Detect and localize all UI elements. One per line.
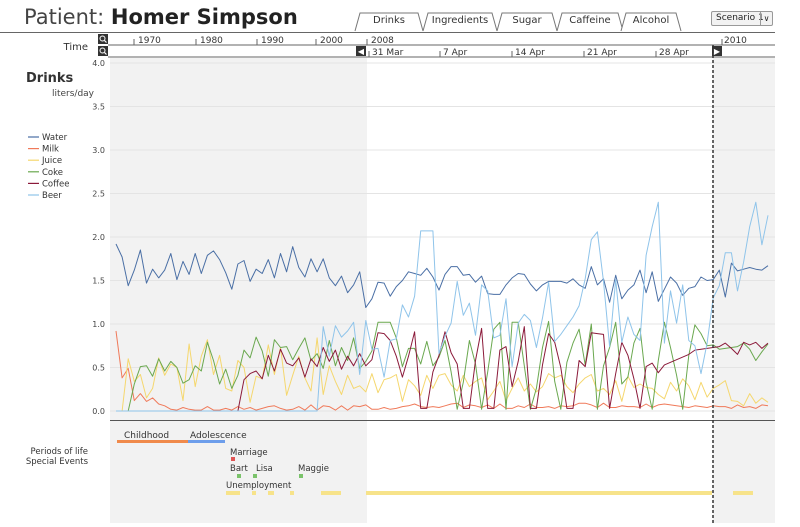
adolescence-bar[interactable]: [188, 440, 225, 443]
lisa-marker[interactable]: [253, 474, 257, 478]
y-tick-label: 4.0: [92, 59, 105, 68]
overview-tick-label: 2000: [320, 36, 343, 46]
overview-tick-label: 1980: [200, 36, 223, 46]
patient-name: Homer Simpson: [110, 5, 298, 29]
magnifier-icon: [99, 35, 106, 42]
unemployment-bar[interactable]: [268, 491, 274, 495]
series-lines: [115, 201, 769, 412]
overview-ticks: 1970 1980 1990 2000 2008 2010: [133, 36, 747, 46]
magnifier-handle-2: [104, 52, 107, 55]
events: Periods of life Special Events Childhood…: [26, 431, 753, 495]
detail-ticks: 31 Mar 7 Apr 14 Apr 21 Apr 28 Apr: [368, 48, 689, 58]
tab-sugar[interactable]: Sugar: [496, 12, 558, 32]
legend-entry: Juice: [41, 156, 62, 166]
left-arrow-icon: ◀: [358, 47, 365, 56]
detail-tick-label: 28 Apr: [659, 48, 689, 58]
chevron-down-icon[interactable]: ∨: [760, 12, 772, 25]
legend-entry: Coffee: [42, 179, 69, 189]
legend-entry: Milk: [42, 145, 59, 155]
adolescence-label: Adolescence: [190, 431, 247, 441]
overview-tick-label: 2008: [371, 36, 394, 46]
legend-entry: Beer: [42, 191, 62, 201]
right-arrow-icon: ▶: [714, 47, 721, 56]
scenario-value: Scenario 1: [716, 13, 764, 23]
tab-sugar-label: Sugar: [512, 15, 542, 26]
maggie-marker[interactable]: [299, 474, 303, 478]
tab-ingredients-label: Ingredients: [431, 15, 489, 26]
tab-caffeine[interactable]: Caffeine: [556, 12, 624, 32]
unemployment-bars[interactable]: [226, 491, 753, 495]
magnifier-icon-2: [99, 47, 106, 54]
y-tick-label: 1.5: [92, 277, 105, 286]
y-tick-label: 2.5: [92, 190, 105, 199]
detail-tick-label: 21 Apr: [587, 48, 617, 58]
timeline: Time 1970 1980 1990 2000 2008 2010 31 Mar 7 Ap…: [63, 34, 775, 58]
patient-title: Patient: Homer Simpson: [24, 5, 298, 29]
periods-label: Periods of life: [31, 447, 88, 457]
series-line-beer[interactable]: [116, 201, 769, 412]
y-tick-label: 2.0: [92, 233, 105, 242]
y-axis-label: liters/day: [52, 89, 95, 99]
bart-label: Bart: [230, 464, 249, 474]
lisa-label: Lisa: [256, 464, 273, 474]
magnifier-handle: [104, 40, 107, 43]
childhood-label: Childhood: [124, 431, 169, 441]
chart-title: Drinks: [26, 71, 74, 86]
special-events-label: Special Events: [26, 457, 89, 467]
bart-marker[interactable]: [237, 474, 241, 478]
scroll-left-button[interactable]: [356, 46, 366, 56]
tab-caffeine-label: Caffeine: [569, 15, 611, 26]
tab-drinks[interactable]: Drinks: [354, 12, 424, 32]
overview-tick-label: 2010: [724, 36, 747, 46]
header: Patient: Homer Simpson Drinks Ingredient…: [0, 0, 800, 32]
tab-alcohol[interactable]: Alcohol: [620, 12, 682, 32]
patient-prefix: Patient:: [24, 5, 105, 29]
zoom-detail-icon[interactable]: [98, 46, 108, 56]
detail-tick-label: 7 Apr: [443, 48, 467, 58]
scroll-right-button[interactable]: [712, 46, 722, 56]
series-line-coke[interactable]: [116, 320, 769, 412]
overview-left-background: [110, 58, 367, 523]
series-line-water[interactable]: [115, 243, 769, 308]
maggie-label: Maggie: [298, 464, 329, 474]
y-tick-label: 0.5: [92, 364, 105, 373]
y-tick-label: 1.0: [92, 320, 105, 329]
overview-tick-label: 1970: [138, 36, 161, 46]
series-line-milk[interactable]: [115, 330, 769, 411]
tab-ingredients[interactable]: Ingredients: [422, 12, 498, 32]
unemployment-bar[interactable]: [252, 491, 256, 495]
childhood-bar[interactable]: [117, 440, 188, 443]
marriage-label: Marriage: [230, 448, 268, 458]
unemployment-bar[interactable]: [321, 491, 341, 495]
unemployment-bar[interactable]: [733, 491, 753, 495]
y-tick-label: 3.5: [92, 103, 105, 112]
overview-tick-label: 1990: [261, 36, 284, 46]
y-tick-label: 0.0: [92, 407, 105, 416]
legend-entry: Coke: [42, 168, 63, 178]
legend-entry: Water: [42, 133, 68, 143]
marriage-marker[interactable]: [231, 457, 235, 461]
series-line-juice[interactable]: [116, 337, 769, 412]
y-tick-label: 3.0: [92, 146, 105, 155]
detail-tick-label: 31 Mar: [372, 48, 404, 58]
time-label: Time: [63, 42, 88, 53]
y-ticks: 4.0 3.5 3.0 2.5 2.0 1.5 1.0 0.5 0.0: [92, 59, 105, 416]
unemployment-label: Unemployment: [226, 481, 292, 491]
detail-tick-label: 14 Apr: [515, 48, 545, 58]
tab-drinks-label: Drinks: [373, 15, 405, 26]
zoom-overview-icon[interactable]: [98, 34, 108, 44]
scenario-select[interactable]: Scenario 1 ∨: [711, 11, 773, 26]
unemployment-bar[interactable]: [290, 491, 294, 495]
unemployment-bar[interactable]: [366, 491, 712, 495]
overview-right-background: [713, 58, 775, 523]
tab-alcohol-label: Alcohol: [632, 15, 670, 26]
unemployment-bar[interactable]: [226, 491, 240, 495]
